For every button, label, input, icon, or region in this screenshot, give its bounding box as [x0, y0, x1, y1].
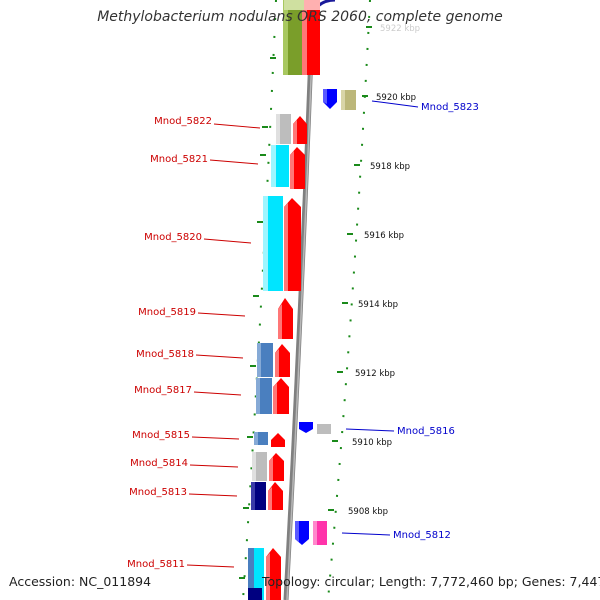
reverse-genes: [295, 89, 356, 545]
gene-label-mnod-5820[interactable]: Mnod_5820: [144, 232, 202, 243]
tick-label-5914: 5914 kbp: [358, 300, 398, 310]
accession-text: Accession: NC_011894: [9, 574, 152, 589]
left-leader-lines: [186, 123, 261, 568]
forward-genes: [248, 0, 320, 600]
gene-label-mnod-5812[interactable]: Mnod_5812: [393, 530, 451, 541]
gene-label-mnod-5819[interactable]: Mnod_5819: [138, 307, 196, 318]
inner-ring-marks: [239, 57, 276, 579]
gene-label-mnod-5821[interactable]: Mnod_5821: [150, 154, 208, 165]
tick-label-5910: 5910 kbp: [352, 438, 392, 448]
tick-label-5920: 5920 kbp: [376, 93, 416, 103]
tick-label-5916: 5916 kbp: [364, 231, 404, 241]
genome-title: Methylobacterium nodulans ORS 2060, comp…: [97, 9, 503, 25]
top-circle-fragment: [317, 0, 336, 8]
tick-label-5912: 5912 kbp: [355, 369, 395, 379]
topology-text: Topology: circular; Length: 7,772,460 bp…: [262, 574, 600, 589]
gene-label-mnod-5813[interactable]: Mnod_5813: [129, 487, 187, 498]
kbp-tick-marks: [328, 26, 372, 511]
genome-backbone: [283, 0, 316, 600]
gene-label-mnod-5823[interactable]: Mnod_5823: [421, 102, 479, 113]
gene-label-mnod-5817[interactable]: Mnod_5817: [134, 385, 192, 396]
gene-label-mnod-5814[interactable]: Mnod_5814: [130, 458, 188, 469]
right-leader-lines: [341, 100, 419, 536]
gene-label-mnod-5811[interactable]: Mnod_5811: [127, 559, 185, 570]
gene-label-mnod-5816[interactable]: Mnod_5816: [397, 426, 455, 437]
gene-label-mnod-5822[interactable]: Mnod_5822: [154, 116, 212, 127]
tick-label-5918: 5918 kbp: [370, 162, 410, 172]
tick-label-5908: 5908 kbp: [348, 507, 388, 517]
top-tick-label: 5922 kbp: [380, 24, 420, 34]
gene-label-mnod-5818[interactable]: Mnod_5818: [136, 349, 194, 360]
gene-label-mnod-5815[interactable]: Mnod_5815: [132, 430, 190, 441]
